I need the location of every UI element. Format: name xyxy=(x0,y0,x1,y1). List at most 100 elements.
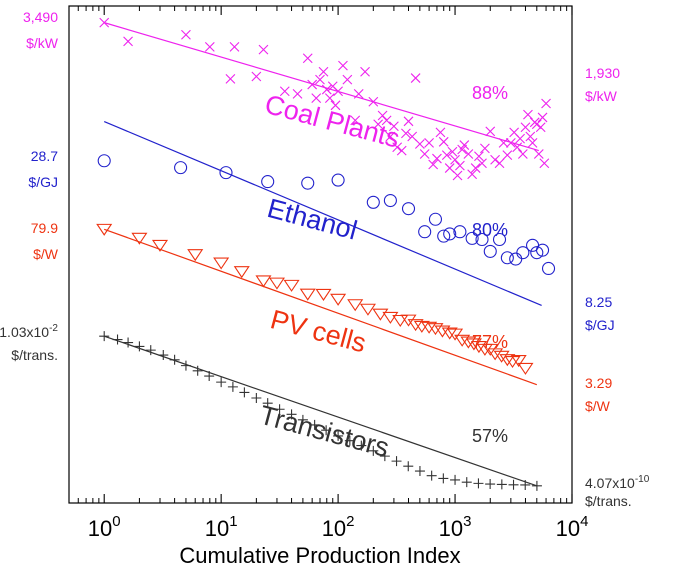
transistors-trend-line xyxy=(104,335,537,487)
pv-cells-progress-ratio: 77% xyxy=(472,332,508,352)
coal-plants-point xyxy=(463,149,474,159)
coal-plants-point xyxy=(477,158,487,169)
x-tick-label: 103 xyxy=(439,513,472,541)
transistors-point xyxy=(180,360,191,371)
pv-cells-point xyxy=(330,293,347,306)
ethanol-point xyxy=(366,195,380,209)
coal-plants-point xyxy=(459,140,470,150)
coal-plants-point xyxy=(181,29,191,40)
coal-plants-point xyxy=(438,136,449,147)
pv-cells-point xyxy=(499,354,516,367)
pv-cells-point xyxy=(347,299,364,312)
transistors-series: Transistors 57% 1.03x10-2 $/trans. 4.07x10-1… xyxy=(0,323,650,509)
coal-plants-point xyxy=(520,122,531,133)
transistors-point xyxy=(344,435,355,446)
ethanol-point xyxy=(261,175,275,189)
coal-plants-point xyxy=(360,66,370,77)
coal-plants-point xyxy=(279,86,290,97)
transistors-end-unit: $/trans. xyxy=(585,493,632,509)
transistors-point xyxy=(145,345,156,356)
transistors-point xyxy=(531,480,542,491)
ethanol-point xyxy=(500,251,514,265)
pv-cells-point xyxy=(447,328,464,341)
coal-plants-end-unit: $/kW xyxy=(585,88,618,104)
pv-cells-point xyxy=(421,321,438,334)
transistors-point xyxy=(414,466,425,477)
pv-cells-point xyxy=(283,279,300,292)
pv-cells-point xyxy=(407,319,424,332)
coal-plants-point xyxy=(353,88,364,99)
ethanol-point xyxy=(383,193,397,208)
pv-cells-point xyxy=(510,355,527,368)
coal-plants-point xyxy=(435,127,446,138)
coal-plants-point xyxy=(525,131,536,142)
x-tick-label: 104 xyxy=(556,513,589,541)
coal-plants-point xyxy=(385,131,396,142)
pv-cells-point xyxy=(151,239,169,252)
coal-plants-point xyxy=(311,93,322,104)
transistors-point xyxy=(403,461,414,472)
coal-plants-point xyxy=(533,149,544,159)
transistors-point xyxy=(123,337,134,348)
coal-plants-point xyxy=(523,109,533,120)
coal-plants-point xyxy=(452,170,463,181)
ethanol-point xyxy=(483,244,497,258)
coal-plants-point xyxy=(531,119,542,130)
pv-cells-start-unit: $/W xyxy=(33,246,59,262)
coal-plants-point xyxy=(444,163,455,173)
coal-plants-point xyxy=(324,93,335,104)
x-tick-label: 100 xyxy=(88,513,121,541)
transistors-point xyxy=(520,479,531,490)
coal-plants-point xyxy=(123,36,133,47)
ethanol-series-label: Ethanol xyxy=(264,193,360,246)
pv-cells-point xyxy=(382,311,399,324)
coal-plants-point xyxy=(428,159,439,170)
ethanol-point xyxy=(443,227,457,241)
coal-plants-point xyxy=(419,149,430,159)
transistors-point xyxy=(438,473,449,484)
transistors-point xyxy=(169,354,180,365)
pv-cells-start-value: 79.9 xyxy=(31,220,58,236)
coal-plants-point xyxy=(450,154,460,165)
coal-plants-point xyxy=(535,122,546,133)
pv-cells-point xyxy=(372,308,389,321)
coal-plants-point xyxy=(527,138,538,148)
pv-cells-point xyxy=(255,275,272,288)
coal-plants-point xyxy=(467,169,478,180)
ethanol-end-value: 8.25 xyxy=(585,294,612,310)
coal-plants-point xyxy=(541,98,551,109)
pv-cells-point xyxy=(299,288,316,301)
pv-cells-series-label: PV cells xyxy=(267,304,369,358)
coal-plants-point xyxy=(338,60,348,71)
ethanol-point xyxy=(492,232,507,247)
transistors-point xyxy=(485,479,496,490)
coal-plants-point xyxy=(392,142,403,153)
pv-cells-end-value: 3.29 xyxy=(585,375,612,391)
coal-plants-point xyxy=(539,158,550,169)
transistors-point xyxy=(368,445,379,456)
transistors-point xyxy=(274,404,285,415)
ethanol-point xyxy=(465,231,479,245)
pv-cells-point xyxy=(131,232,148,245)
pv-cells-point xyxy=(315,288,332,301)
ethanol-point xyxy=(541,261,556,276)
transistors-point xyxy=(112,334,123,345)
transistors-point xyxy=(450,474,461,485)
ethanol-end-unit: $/GJ xyxy=(585,317,615,333)
ethanol-series: Ethanol 80% 28.7 $/GJ 8.25 $/GJ xyxy=(28,120,615,333)
coal-plants-point xyxy=(447,146,458,157)
pv-cells-point xyxy=(187,249,204,262)
transistors-point xyxy=(461,477,472,488)
coal-plants-point xyxy=(204,41,215,52)
transistors-point xyxy=(321,425,332,436)
transistors-start-unit: $/trans. xyxy=(11,347,58,363)
x-tick-label: 101 xyxy=(205,513,238,541)
coal-plants-start-value: 3,490 xyxy=(23,9,58,25)
coal-plants-point xyxy=(494,158,505,169)
coal-plants-point xyxy=(302,53,313,64)
coal-plants-point xyxy=(498,138,509,148)
ethanol-point xyxy=(536,243,550,257)
plot-frame xyxy=(68,5,573,504)
coal-plants-point xyxy=(373,119,384,130)
